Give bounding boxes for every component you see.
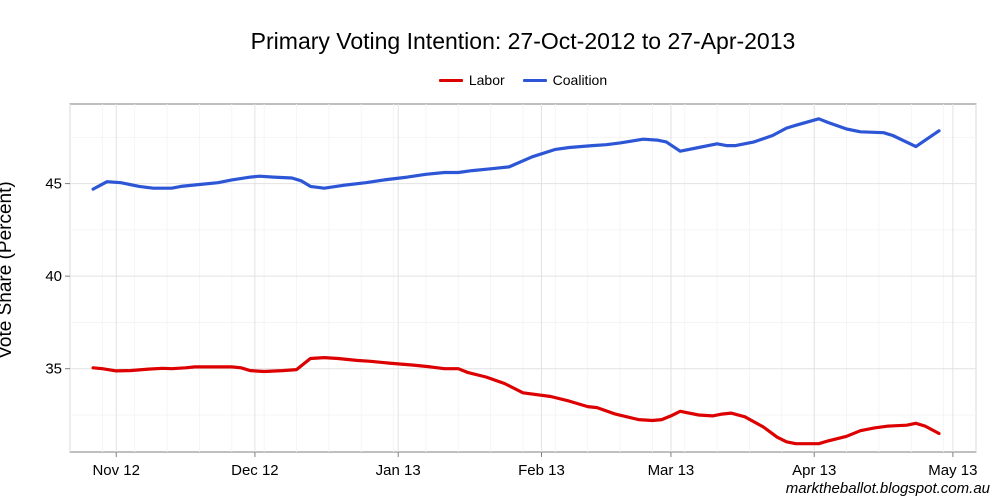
y-tick-label: 40 <box>45 268 62 285</box>
legend-label-coalition: Coalition <box>552 72 608 88</box>
y-tick-label: 35 <box>45 361 62 378</box>
x-tick-label: Jan 13 <box>376 462 421 479</box>
series-line-labor <box>91 356 941 446</box>
x-tick-label: Mar 13 <box>648 462 695 479</box>
legend: Labor Coalition <box>70 72 976 88</box>
x-tick-label: May 13 <box>928 462 977 479</box>
y-tick-label: 45 <box>45 176 62 193</box>
x-tick-label: Dec 12 <box>231 462 279 479</box>
y-axis-title: Vote Share (Percent) <box>0 181 16 359</box>
x-tick-label: Apr 13 <box>792 462 836 479</box>
series-layer <box>91 117 941 446</box>
series-line-coalition <box>91 117 941 191</box>
source-credit: marktheballot.blogspot.com.au <box>785 480 990 497</box>
legend-item-labor: Labor <box>438 72 505 88</box>
x-tick-label: Feb 13 <box>518 462 565 479</box>
x-tick-label: Nov 12 <box>92 462 140 479</box>
legend-key-coalition <box>522 78 547 82</box>
chart-title: Primary Voting Intention: 27-Oct-2012 to… <box>250 28 796 54</box>
legend-item-coalition: Coalition <box>522 72 608 88</box>
y-axis: 35 40 45 <box>45 176 70 378</box>
minor-gridlines <box>69 104 977 452</box>
x-axis: Nov 12 Dec 12 Jan 13 Feb 13 Mar 13 Apr 13 May … <box>92 452 977 479</box>
legend-label-labor: Labor <box>468 72 505 88</box>
legend-key-labor <box>438 78 463 82</box>
